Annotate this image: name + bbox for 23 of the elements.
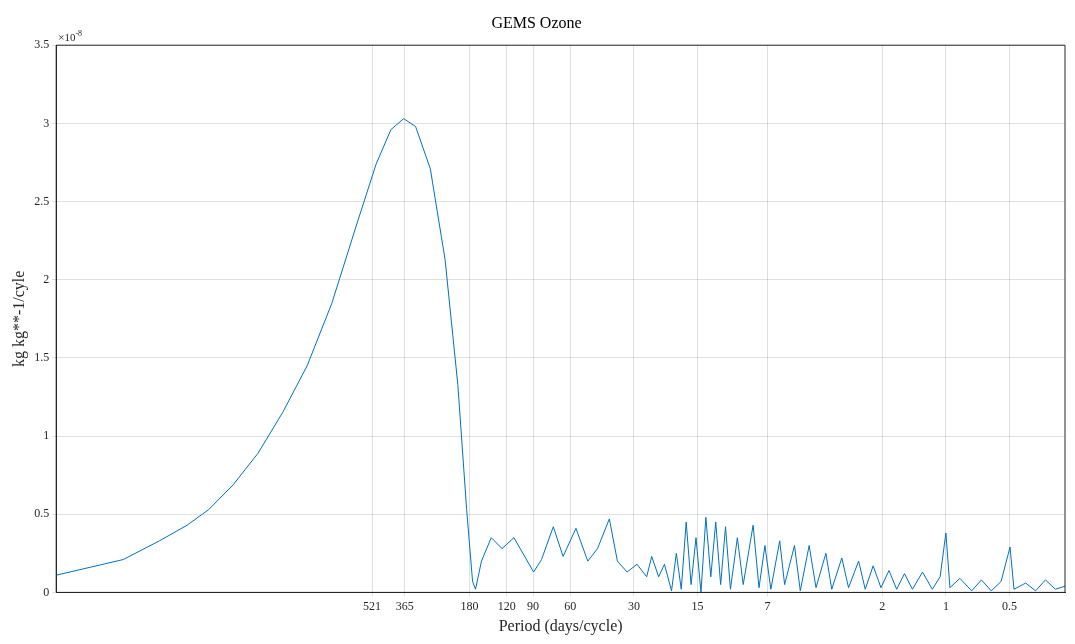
- x-tick-label: 180: [460, 598, 479, 613]
- y-tick-label: 2: [43, 271, 50, 286]
- y-tick-label: 1: [43, 428, 50, 443]
- x-tick-label: 365: [395, 598, 414, 613]
- chart-title: GEMS Ozone: [491, 13, 582, 31]
- y-tick-label: 3.5: [34, 37, 50, 52]
- x-tick-label: 521: [363, 598, 382, 613]
- x-tick-label: 2: [879, 598, 886, 613]
- y-tick-label: 2.5: [34, 193, 50, 208]
- y-axis-title: kg kg**-1/cyle: [9, 270, 28, 368]
- x-tick-label: 60: [564, 598, 577, 613]
- x-tick-label: 90: [527, 598, 540, 613]
- y-tick-label: 0: [43, 584, 50, 599]
- x-tick-label: 120: [497, 598, 516, 613]
- x-tick-label: 30: [627, 598, 640, 613]
- y-tick-label: 0.5: [34, 506, 50, 521]
- x-tick-label: 1: [942, 598, 949, 613]
- x-tick-label: 15: [691, 598, 704, 613]
- y-tick-label: 3: [43, 115, 50, 130]
- x-tick-label: 7: [764, 598, 771, 613]
- y-tick-label: 1.5: [34, 350, 50, 365]
- x-axis-title: Period (days/cycle): [498, 616, 623, 635]
- x-tick-label: 0.5: [1001, 598, 1017, 613]
